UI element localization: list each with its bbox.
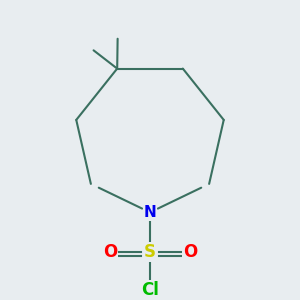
Text: S: S <box>144 243 156 261</box>
Text: N: N <box>144 205 156 220</box>
Text: O: O <box>183 243 197 261</box>
Text: O: O <box>103 243 117 261</box>
Text: Cl: Cl <box>141 281 159 299</box>
